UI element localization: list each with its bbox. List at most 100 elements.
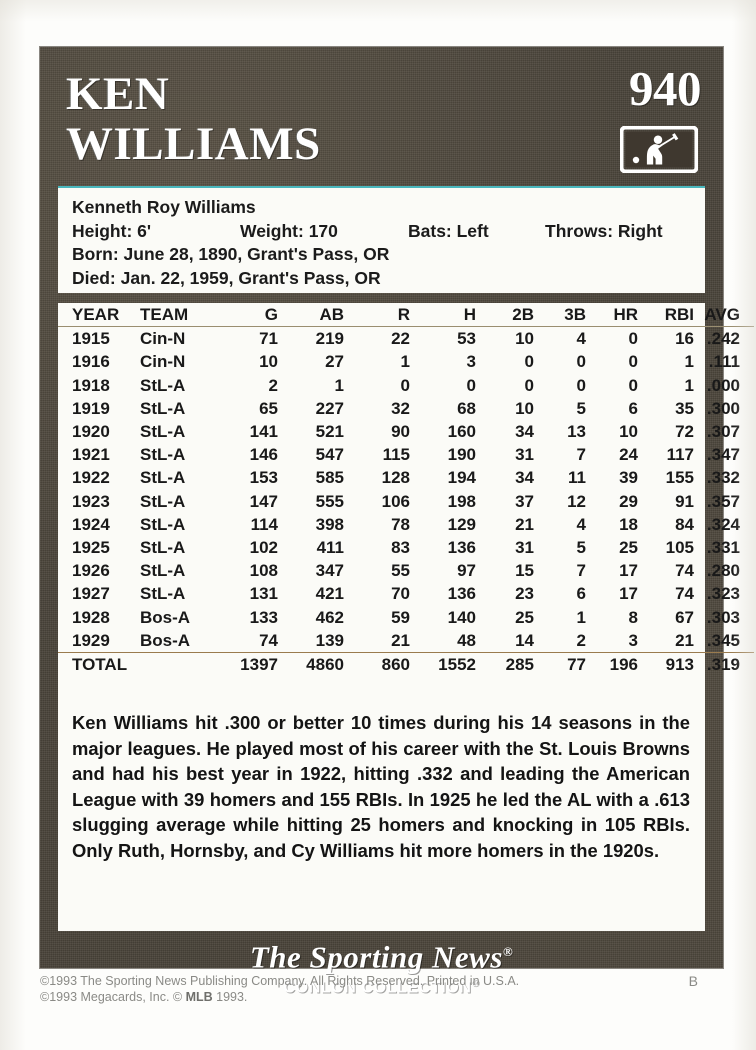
stats-cell-h: 129	[447, 514, 476, 534]
stats-header-year: YEAR	[58, 303, 128, 328]
stats-header-rbi: RBI	[638, 303, 694, 328]
stats-total-avg: .319	[706, 655, 740, 675]
bio-died-line: Died: Jan. 22, 1959, Grant's Pass, OR	[72, 267, 381, 288]
career-stats-table: YEAR TEAM G AB R H 2B 3B HR RBI AVG 1915…	[58, 303, 754, 676]
stats-cell-team: StL-A	[140, 514, 186, 534]
stats-cell-g: 141	[249, 422, 278, 442]
stats-cell-ab: 227	[315, 398, 344, 418]
stats-cell-hr: 17	[619, 584, 638, 604]
table-row: 1923 StL-A 147 555 106 198 37 12 29 91 .357	[58, 490, 754, 513]
card-number: 940	[629, 61, 702, 116]
copyright-publisher-text: ©1993 The Sporting News Publishing Compa…	[40, 974, 520, 988]
stats-cell-team: StL-A	[140, 584, 186, 604]
stats-cell-3b: 1	[576, 607, 586, 627]
stats-cell-rbi: 21	[638, 628, 694, 654]
stats-header-3b: 3B	[534, 303, 586, 328]
bio-full-name: Kenneth Roy Williams	[72, 197, 256, 217]
stats-cell-avg: .111	[708, 352, 740, 372]
stats-cell-2b: 23	[515, 584, 534, 604]
stats-cell-team: Cin-N	[140, 329, 186, 349]
table-row: 1926 StL-A 108 347 55 97 15 7 17 74 .280	[58, 559, 754, 582]
stats-cell-2b: 0	[524, 375, 534, 395]
stats-cell-avg: .300	[706, 398, 740, 418]
stats-cell-r: 55	[391, 561, 410, 581]
stats-cell-hr: 0	[628, 375, 638, 395]
card-header: KEN WILLIAMS 940	[40, 47, 723, 194]
stats-cell-r: 22	[391, 329, 410, 349]
stats-cell-2b: 15	[515, 561, 534, 581]
stats-cell-g: 146	[249, 445, 278, 465]
stats-cell-team: Bos-A	[140, 607, 191, 627]
table-row: 1927 StL-A 131 421 70 136 23 6 17 74 .323	[58, 582, 754, 605]
stats-cell-hr: 8	[628, 607, 638, 627]
stats-cell-r: 0	[400, 375, 410, 395]
stats-header-row: YEAR TEAM G AB R H 2B 3B HR RBI AVG	[58, 303, 754, 328]
card-back-body: KEN WILLIAMS 940 Kenneth Roy Williams He…	[40, 47, 754, 997]
stats-cell-avg: .331	[706, 538, 740, 558]
stats-cell-g: 65	[259, 398, 278, 418]
stats-header-2b: 2B	[476, 303, 534, 328]
copyright-mlb-year: 1993.	[212, 990, 248, 1004]
stats-cell-rbi: 155	[665, 468, 694, 488]
stats-total-hr: 196	[609, 655, 638, 675]
player-blurb-text: Ken Williams hit .300 or better 10 times…	[72, 712, 690, 861]
stats-cell-3b: 12	[567, 491, 586, 511]
stats-cell-2b: 34	[515, 468, 534, 488]
stats-cell-h: 68	[457, 398, 476, 418]
stats-total-3b: 77	[567, 655, 586, 675]
stats-cell-g: 114	[250, 514, 278, 534]
stats-cell-team: StL-A	[140, 375, 186, 395]
stats-cell-h: 136	[447, 538, 476, 558]
stats-cell-2b: 21	[515, 514, 534, 534]
stats-total-r: 860	[381, 655, 410, 675]
stats-cell-avg: .242	[706, 329, 740, 349]
stats-header-h: H	[410, 303, 476, 328]
stats-cell-2b: 10	[515, 329, 534, 349]
table-row: 1928 Bos-A 133 462 59 140 25 1 8 67 .303	[58, 606, 754, 629]
stats-cell-ab: 347	[315, 561, 344, 581]
stats-total-row: TOTAL 1397 4860 860 1552 285 77 196 913 …	[58, 653, 754, 677]
stats-cell-r: 90	[391, 422, 410, 442]
stats-cell-rbi: 105	[665, 538, 694, 558]
stats-cell-g: 2	[268, 375, 278, 395]
stats-cell-year: 1923	[72, 491, 110, 511]
stats-cell-r: 21	[344, 628, 410, 654]
stats-cell-2b: 10	[515, 398, 534, 418]
player-blurb-panel: Ken Williams hit .300 or better 10 times…	[58, 703, 705, 931]
bio-fullname-line: Kenneth Roy Williams	[72, 196, 705, 220]
stats-cell-hr: 0	[628, 352, 638, 372]
stats-cell-avg: .307	[706, 422, 740, 442]
stats-cell-rbi: 16	[675, 329, 694, 349]
stats-cell-year: 1921	[72, 445, 110, 465]
stats-cell-g: 74	[220, 628, 278, 654]
stats-body: 1915 Cin-N 71 219 22 53 10 4 0 16.242 1916 Cin-N 10 2…	[58, 327, 754, 654]
stats-cell-h: 0	[466, 375, 476, 395]
stats-cell-h: 190	[447, 445, 476, 465]
stats-cell-ab: 398	[315, 514, 344, 534]
stats-cell-h: 3	[466, 352, 476, 372]
stats-cell-3b: 5	[576, 538, 586, 558]
stats-cell-3b: 4	[576, 329, 586, 349]
stats-cell-team: Bos-A	[128, 628, 220, 654]
table-row: 1929 Bos-A 74 139 21 48 14 2 3 21.345	[58, 628, 754, 654]
stats-cell-2b: 25	[515, 607, 534, 627]
stats-cell-ab: 219	[315, 329, 344, 349]
stats-cell-hr: 18	[619, 514, 638, 534]
stats-cell-g: 153	[249, 468, 278, 488]
stats-cell-year: 1919	[72, 398, 110, 418]
bio-born-line: Born: June 28, 1890, Grant's Pass, OR	[72, 244, 390, 264]
stats-cell-year: 1929	[58, 628, 128, 654]
stats-cell-3b: 6	[576, 584, 586, 604]
stats-cell-hr: 6	[628, 398, 638, 418]
stats-cell-3b: 7	[576, 445, 586, 465]
stats-cell-year: 1922	[72, 468, 110, 488]
table-row: 1920 StL-A 141 521 90 160 34 13 10 72 .307	[58, 420, 754, 443]
stats-cell-hr: 39	[619, 468, 638, 488]
stats-cell-r: 83	[391, 538, 410, 558]
stats-cell-hr: 0	[628, 329, 638, 349]
bio-physical-line: Height: 6' Weight: 170 Bats: Left Throws: R…	[72, 220, 705, 244]
stats-header-ab: AB	[278, 303, 344, 328]
sporting-news-wordmark: The Sporting News	[249, 939, 503, 975]
stats-cell-team: Cin-N	[140, 352, 186, 372]
